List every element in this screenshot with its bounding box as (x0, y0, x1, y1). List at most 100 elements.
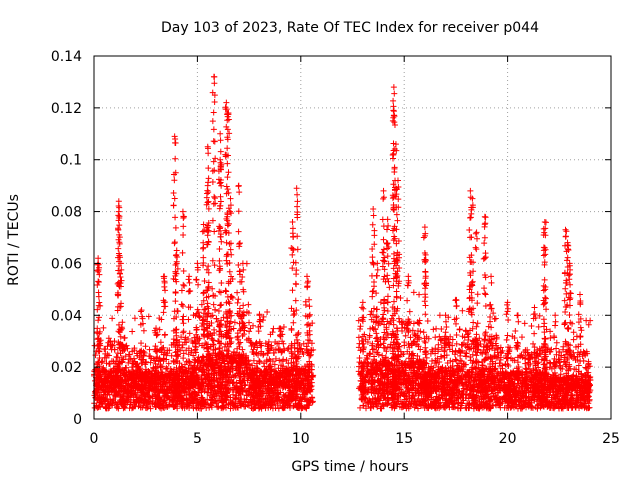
data-point (146, 387, 153, 394)
data-point (432, 334, 439, 341)
data-point (133, 363, 140, 370)
data-point (142, 343, 149, 350)
data-point (239, 346, 246, 353)
data-point (463, 350, 470, 357)
data-point (156, 402, 163, 409)
data-point (130, 385, 137, 392)
data-point (99, 401, 106, 408)
data-point (264, 309, 271, 316)
data-point (157, 357, 164, 364)
data-point (145, 399, 152, 406)
data-point (98, 400, 105, 407)
data-point (159, 381, 166, 388)
data-point (424, 317, 431, 324)
data-point (101, 346, 108, 353)
data-point (246, 328, 253, 335)
data-point (130, 399, 137, 406)
data-point (104, 371, 111, 378)
data-point (355, 317, 362, 324)
data-point (134, 370, 141, 377)
data-point (94, 395, 101, 402)
data-point (122, 353, 129, 360)
data-point (157, 346, 164, 353)
data-point (109, 315, 116, 322)
data-point (535, 323, 542, 330)
data-point (141, 396, 148, 403)
data-point (122, 402, 129, 409)
data-point (131, 347, 138, 354)
data-point (416, 291, 423, 298)
data-point (123, 364, 130, 371)
data-point (109, 376, 116, 383)
data-point (512, 327, 519, 334)
data-point (91, 392, 98, 399)
data-point (152, 403, 159, 410)
data-point (146, 368, 153, 375)
data-point (528, 323, 535, 330)
data-point (141, 375, 148, 382)
data-point (114, 354, 121, 361)
data-point (473, 352, 480, 359)
data-point (410, 289, 417, 296)
data-point (92, 352, 99, 359)
data-point (355, 334, 362, 341)
data-point (99, 358, 106, 365)
data-point (129, 358, 136, 365)
data-point (122, 371, 129, 378)
data-point (158, 316, 165, 323)
data-point (139, 404, 146, 411)
data-point (112, 380, 119, 387)
data-point (436, 312, 443, 319)
data-point (231, 319, 238, 326)
data-point (128, 364, 135, 371)
data-point (381, 344, 388, 351)
data-point (151, 388, 158, 395)
data-point (102, 350, 109, 357)
data-point (246, 319, 253, 326)
data-point (123, 370, 130, 377)
data-point (234, 289, 241, 296)
data-point (142, 359, 149, 366)
data-point (190, 352, 197, 359)
data-point (147, 353, 154, 360)
data-point (125, 388, 132, 395)
data-point (126, 405, 133, 412)
data-point (357, 347, 364, 354)
data-point (518, 334, 525, 341)
data-point (462, 353, 469, 360)
data-point (129, 404, 136, 411)
data-point (430, 326, 437, 333)
data-point (158, 363, 165, 370)
data-point (103, 360, 110, 367)
data-point (120, 356, 127, 363)
data-point (275, 405, 282, 412)
data-point (102, 403, 109, 410)
data-point (482, 302, 489, 309)
data-point (433, 325, 440, 332)
data-point (121, 334, 128, 341)
data-point (180, 350, 187, 357)
data-point (141, 349, 148, 356)
data-point (122, 377, 129, 384)
data-point (111, 346, 118, 353)
data-point (135, 394, 142, 401)
data-point (107, 382, 114, 389)
data-point (125, 351, 132, 358)
data-point (94, 342, 101, 349)
data-point (147, 359, 154, 366)
data-point (163, 365, 170, 372)
data-point (135, 381, 142, 388)
data-point (134, 352, 141, 359)
data-point (155, 375, 162, 382)
data-point (139, 356, 146, 363)
data-point (131, 315, 138, 322)
data-point (117, 397, 124, 404)
data-point (459, 307, 466, 314)
data-point (110, 398, 117, 405)
data-point (100, 324, 107, 331)
data-point (156, 326, 163, 333)
data-point (102, 388, 109, 395)
data-point (100, 368, 107, 375)
data-point (157, 339, 164, 346)
